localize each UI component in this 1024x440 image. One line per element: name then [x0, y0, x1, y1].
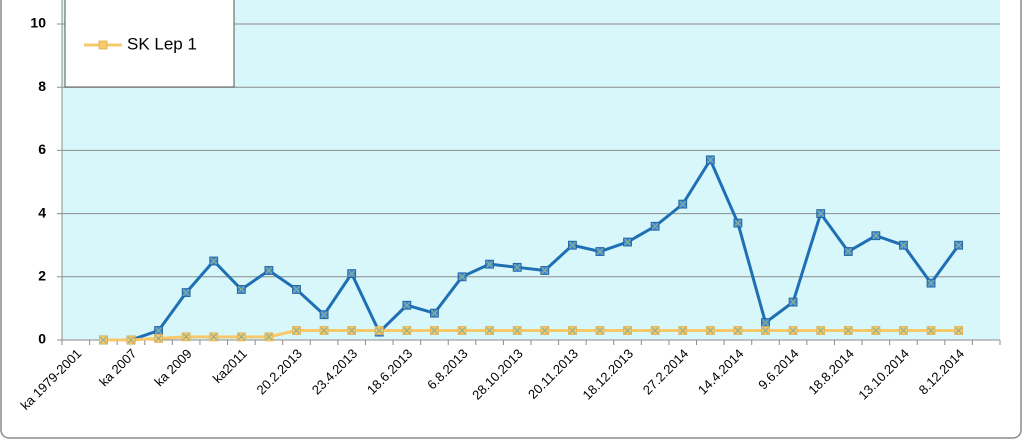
marker-cross [237, 333, 245, 341]
marker-cross [789, 298, 797, 306]
marker-cross [651, 327, 659, 334]
marker-cross [955, 241, 963, 249]
marker-cross [624, 327, 631, 334]
marker-cross [706, 156, 714, 164]
marker-cross [789, 327, 797, 334]
y-tick-label: 10 [30, 15, 46, 31]
y-tick-label: 4 [38, 204, 46, 220]
marker-cross [927, 327, 935, 334]
marker-cross [458, 273, 466, 281]
marker-cross [568, 327, 576, 334]
marker-cross [403, 327, 411, 334]
marker-cross [651, 222, 659, 230]
marker-cross [155, 334, 162, 342]
marker-cross [596, 248, 604, 255]
legend-label: SK Lep 1 [127, 34, 197, 53]
marker-cross [375, 327, 383, 334]
marker-cross [513, 263, 521, 271]
marker-cross [99, 336, 107, 344]
y-tick-label: 8 [38, 78, 46, 94]
marker-cross [679, 327, 687, 334]
marker-cross [182, 289, 190, 297]
marker-cross [568, 241, 576, 249]
marker-cross [265, 333, 273, 341]
marker-cross [679, 200, 687, 208]
marker-cross [762, 319, 769, 327]
marker-cross [844, 248, 852, 255]
marker-cross [348, 270, 356, 278]
y-tick-label: 6 [38, 141, 46, 157]
marker-cross [734, 327, 742, 334]
marker-cross [210, 257, 218, 265]
marker-cross [927, 279, 935, 287]
marker-cross [624, 238, 631, 246]
marker-cross [293, 286, 300, 293]
marker-cross [486, 260, 494, 268]
marker-cross [844, 327, 852, 334]
marker-cross [817, 327, 825, 334]
marker-cross [734, 219, 742, 227]
marker-cross [127, 336, 135, 344]
marker-cross [320, 311, 328, 319]
legend-marker [98, 40, 108, 50]
marker-cross [265, 267, 273, 274]
marker-cross [872, 232, 880, 240]
marker-cross [237, 286, 245, 293]
marker-cross [486, 327, 494, 334]
marker-cross [210, 333, 218, 341]
marker-cross [872, 327, 880, 334]
series-line [103, 329, 959, 342]
marker-cross [182, 333, 190, 341]
marker-cross [403, 301, 411, 309]
series-line [103, 158, 960, 342]
marker-cross [955, 327, 963, 334]
marker-cross [706, 327, 714, 334]
marker-cross [458, 327, 466, 334]
marker-cross [541, 267, 549, 274]
marker-cross [155, 327, 162, 334]
marker-cross [900, 327, 907, 334]
marker-cross [541, 327, 549, 334]
marker-cross [762, 327, 769, 334]
marker-cross [431, 309, 438, 317]
marker-cross [293, 327, 300, 334]
marker-cross [513, 327, 521, 334]
marker-cross [900, 241, 907, 249]
marker-cross [320, 327, 328, 334]
marker-cross [431, 327, 438, 334]
y-tick-label: 0 [38, 331, 46, 347]
marker-cross [348, 327, 356, 334]
marker-cross [817, 210, 825, 218]
y-tick-label: 2 [38, 268, 46, 284]
marker-cross [596, 327, 604, 334]
